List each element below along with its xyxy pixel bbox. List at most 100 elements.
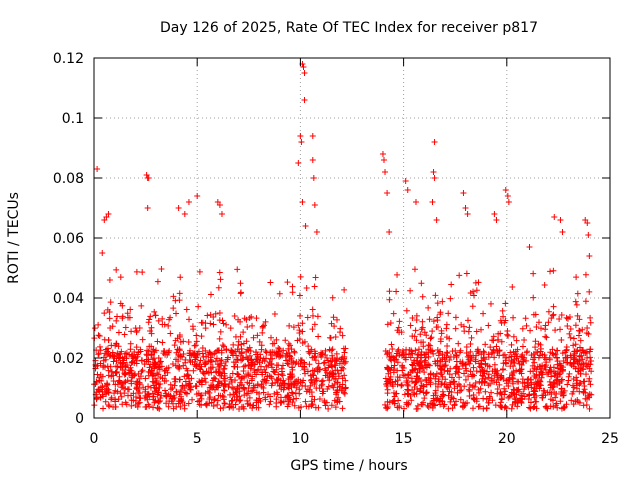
data-point <box>501 385 508 392</box>
data-point <box>218 349 225 356</box>
data-point <box>500 313 507 320</box>
data-point <box>491 379 498 386</box>
data-point <box>162 387 169 394</box>
data-point <box>227 374 234 381</box>
data-point <box>408 375 415 382</box>
data-point <box>467 348 474 355</box>
data-point <box>539 392 546 399</box>
data-point <box>452 314 459 321</box>
data-point <box>403 307 410 314</box>
data-point <box>541 388 548 395</box>
data-point <box>325 405 332 412</box>
data-point <box>462 376 469 383</box>
data-point <box>550 267 557 274</box>
data-point <box>523 322 530 329</box>
data-point <box>334 387 341 394</box>
data-point <box>526 244 533 250</box>
data-point <box>253 315 260 322</box>
data-point <box>518 398 525 405</box>
data-point <box>421 395 428 402</box>
data-point <box>552 327 559 334</box>
data-point <box>423 332 430 339</box>
data-point <box>440 392 447 399</box>
data-point <box>279 372 286 379</box>
data-point <box>418 401 425 408</box>
data-point <box>145 372 152 379</box>
data-point <box>303 284 310 291</box>
data-point <box>96 388 103 395</box>
data-point <box>564 381 571 388</box>
data-point <box>576 388 583 395</box>
data-point <box>136 379 143 386</box>
data-point <box>152 380 159 387</box>
data-point <box>470 352 477 359</box>
data-point <box>194 362 201 369</box>
data-point <box>496 347 503 354</box>
data-point <box>494 336 501 343</box>
data-point <box>502 317 509 324</box>
data-point <box>217 405 224 412</box>
data-point <box>580 366 587 373</box>
data-point <box>470 292 477 299</box>
data-point <box>502 360 509 367</box>
data-point <box>237 280 244 287</box>
data-point <box>322 352 329 359</box>
data-point <box>328 370 335 377</box>
data-point <box>527 405 534 412</box>
data-point <box>260 322 267 329</box>
data-point <box>341 372 348 379</box>
data-point <box>523 357 530 364</box>
data-point <box>333 391 340 398</box>
data-point <box>130 397 137 404</box>
data-point <box>390 397 397 404</box>
data-point <box>274 350 281 357</box>
data-point <box>382 375 389 382</box>
data-point <box>547 349 554 356</box>
data-point <box>502 187 509 193</box>
data-point <box>271 390 278 397</box>
data-point <box>443 321 450 328</box>
data-point <box>339 332 346 339</box>
y-tick-label: 0 <box>75 411 84 427</box>
data-point <box>519 358 526 365</box>
data-point <box>93 394 100 401</box>
data-point <box>540 387 547 394</box>
data-point <box>547 268 554 275</box>
data-point <box>309 326 316 333</box>
data-point <box>146 364 153 371</box>
data-point <box>453 352 460 359</box>
data-point <box>202 361 209 368</box>
data-point <box>489 397 496 404</box>
data-point <box>246 314 253 321</box>
data-point <box>427 400 434 407</box>
data-point <box>545 319 552 326</box>
data-point <box>389 346 396 352</box>
data-point <box>325 364 332 371</box>
data-point <box>574 312 581 319</box>
data-point <box>338 364 345 371</box>
data-point <box>582 271 589 278</box>
data-point <box>110 353 117 360</box>
data-point <box>123 401 130 408</box>
data-point <box>299 328 306 335</box>
data-point <box>384 351 391 358</box>
data-point <box>119 302 126 309</box>
data-point <box>586 253 593 259</box>
data-point <box>339 381 346 388</box>
data-point <box>379 151 386 157</box>
data-point <box>249 373 256 380</box>
data-point <box>475 403 482 410</box>
data-point <box>175 205 182 211</box>
data-point <box>411 333 418 340</box>
data-point <box>307 382 314 389</box>
data-point <box>158 363 165 370</box>
data-point <box>299 382 306 389</box>
data-point <box>227 391 234 398</box>
data-point <box>572 365 579 372</box>
data-point <box>297 133 304 139</box>
data-point <box>214 361 221 368</box>
data-point <box>165 322 172 329</box>
data-point <box>232 389 239 396</box>
data-point <box>229 384 236 391</box>
data-point <box>284 279 291 286</box>
